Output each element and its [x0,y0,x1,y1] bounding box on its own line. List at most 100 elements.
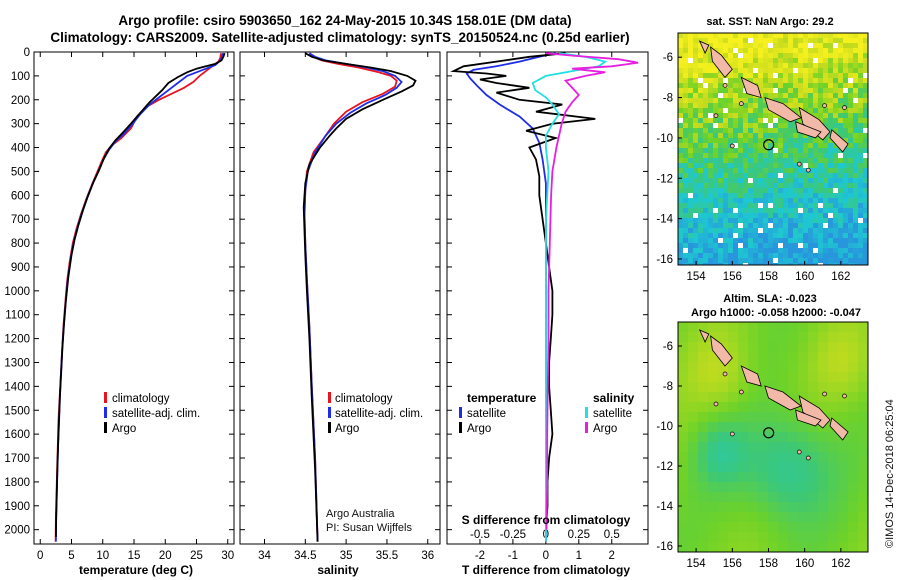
map-cell [723,143,728,148]
argo-profile-location-marker [763,139,775,151]
small-island [729,431,735,437]
map-cell [733,258,738,263]
map-cell [743,168,748,173]
map-cell [768,372,778,382]
map-cell [818,342,828,352]
map-cell [698,512,708,522]
map-cell [738,113,743,118]
map-cell [738,512,748,522]
map-cell [818,53,823,58]
map-cell [713,43,718,48]
map-cell [738,472,748,482]
map-cell [828,158,833,163]
map-cell [848,123,853,128]
map-cell [678,198,683,203]
map-cell [708,83,713,88]
map-cell [758,33,763,38]
legend-climatology-swatch [328,392,331,403]
map-cell [793,233,798,238]
map-cell [693,98,698,103]
map-cell [813,183,818,188]
map-cell [798,522,808,532]
map-cell [808,148,813,153]
sst-map-frame [677,32,869,266]
depth-tick-label: 1300 [4,357,30,369]
map-cell [808,322,818,332]
map-cell [768,203,773,208]
map-cell [793,48,798,53]
map-cell [708,402,718,412]
map-cell [833,248,838,253]
map-cell [863,68,868,73]
map-cell [728,432,738,442]
map-cell [708,108,713,113]
map-cell [848,183,853,188]
map-cell [708,128,713,133]
map-cell [728,332,738,342]
map-cell [693,263,698,265]
map-cell [758,58,763,63]
map-cell [753,113,758,118]
map-cell [708,188,713,193]
map-cell [778,492,788,502]
map-cell [758,143,763,148]
map-cell [803,198,808,203]
map-cell [858,472,868,482]
map-cell [698,168,703,173]
map-cell [778,462,788,472]
map-cell [778,143,783,148]
map-cell [813,263,818,265]
map-cell [803,103,808,108]
map-cell [723,198,728,203]
map-cell [788,148,793,153]
map-cell [688,452,698,462]
map-cell [758,258,763,263]
map-cell [718,322,728,332]
map-cell [848,248,853,253]
map-cell [758,138,763,143]
map-cell [743,253,748,258]
map-cell [688,223,693,228]
map-cell [863,208,868,213]
map-cell [688,153,693,158]
map-cell [848,33,853,38]
map-cell [733,88,738,93]
map-cell [723,133,728,138]
map-cell [698,223,703,228]
map-cell [808,63,813,68]
sla-map-title: Altim. SLA: -0.023 [723,293,817,305]
map-cell [748,128,753,133]
map-cell [848,38,853,43]
map-cell [848,462,858,472]
island-shape [764,385,802,411]
map-cell [753,193,758,198]
map-cell [848,228,853,233]
map-cell [713,168,718,173]
map-cell [858,248,863,253]
map-cell [863,33,868,38]
map-cell [758,352,768,362]
map-cell [818,198,823,203]
map-cell [843,113,848,118]
map-cell [778,118,783,123]
map-cell [683,253,688,258]
map-cell [778,258,783,263]
map-cell [773,173,778,178]
map-cell [768,422,778,432]
map-cell [728,452,738,462]
map-cell [693,33,698,38]
map-cell [858,233,863,238]
map-cell [823,143,828,148]
map-cell [733,93,738,98]
map-cell [778,198,783,203]
map-cell [718,223,723,228]
map-cell [683,173,688,178]
map-cell [808,33,813,38]
map-cell [763,43,768,48]
map-cell [843,38,848,43]
map-cell [748,462,758,472]
map-cell [793,68,798,73]
map-cell [703,263,708,265]
map-cell [778,73,783,78]
map-cell [698,188,703,193]
